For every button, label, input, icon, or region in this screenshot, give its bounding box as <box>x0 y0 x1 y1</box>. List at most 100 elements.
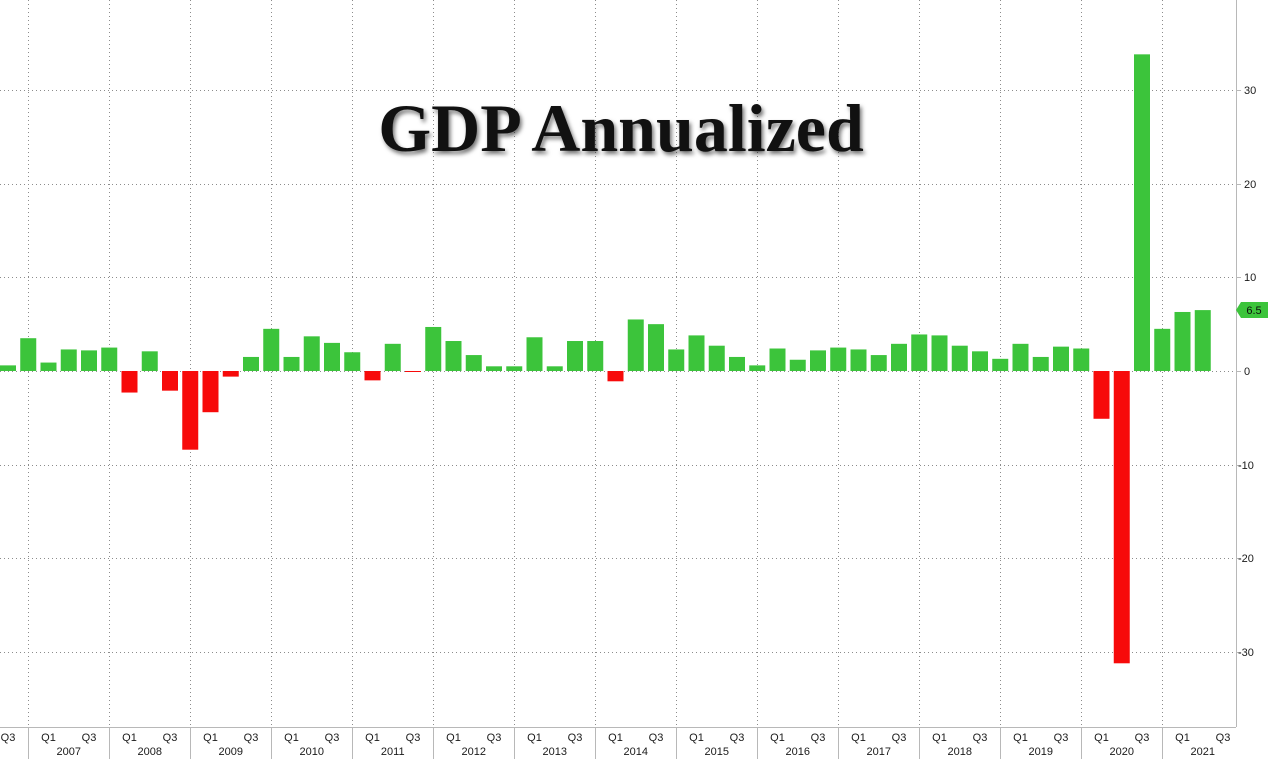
x-year-label: 2007 <box>57 746 81 758</box>
bar-2008-q4 <box>182 370 199 450</box>
x-tick-label: Q3 <box>244 732 259 744</box>
x-tick-label: Q1 <box>122 732 137 744</box>
bar-2014-q1 <box>607 370 624 382</box>
bar-2016-q1 <box>769 348 786 371</box>
bar-2008-q2 <box>141 351 158 371</box>
last-value-marker <box>1236 302 1268 318</box>
bar-2009-q4 <box>263 328 280 371</box>
bar-2020-q4 <box>1154 328 1171 371</box>
bar-2021-q2 <box>1194 310 1211 371</box>
x-year-label: 2015 <box>705 746 729 758</box>
x-tick-label: Q3 <box>1 732 16 744</box>
bar-2017-q4 <box>911 334 928 371</box>
x-tick-label: Q1 <box>689 732 704 744</box>
x-tick-label: Q3 <box>811 732 826 744</box>
bar-2020-q1 <box>1093 370 1110 419</box>
bar-2021-q1 <box>1174 311 1191 371</box>
bar-2007-q3 <box>81 350 97 371</box>
bar-2013-q3 <box>567 341 583 371</box>
y-tick-label: 20 <box>1244 179 1256 191</box>
bar-2018-q3 <box>972 351 988 371</box>
bar-2012-q1 <box>445 341 462 371</box>
x-year-label: 2017 <box>867 746 891 758</box>
y-tick-label: -30 <box>1238 647 1254 659</box>
x-tick-label: Q3 <box>82 732 97 744</box>
bar-2018-q1 <box>931 335 948 371</box>
bar-2017-q3 <box>891 343 907 371</box>
x-tick-label: Q3 <box>1216 732 1231 744</box>
bar-2019-q2 <box>1032 356 1049 371</box>
bar-2016-q3 <box>810 350 826 371</box>
x-tick-label: Q1 <box>608 732 623 744</box>
x-tick-label: Q1 <box>203 732 218 744</box>
x-tick-label: Q3 <box>973 732 988 744</box>
bar-2007-q4 <box>101 347 118 371</box>
y-tick-label: -10 <box>1238 460 1254 472</box>
bar-2014-q2 <box>627 319 644 371</box>
x-year-label: 2019 <box>1029 746 1053 758</box>
x-tick-label: Q1 <box>446 732 461 744</box>
bar-2011-q1 <box>364 370 381 381</box>
bar-2010-q2 <box>303 336 320 371</box>
x-year-label: 2008 <box>138 746 162 758</box>
x-tick-label: Q1 <box>365 732 380 744</box>
y-tick-label: 30 <box>1244 85 1256 97</box>
bar-2013-q4 <box>587 341 604 371</box>
bar-2011-q4 <box>425 326 442 371</box>
bar-2015-q2 <box>708 345 725 371</box>
bar-2011-q2 <box>384 343 401 371</box>
y-tick-label: -20 <box>1238 553 1254 565</box>
bar-2020-q3 <box>1134 54 1150 371</box>
x-tick-label: Q3 <box>1135 732 1150 744</box>
bar-2012-q2 <box>465 355 482 371</box>
bar-2015-q3 <box>729 356 745 371</box>
x-tick-label: Q1 <box>1094 732 1109 744</box>
bar-2008-q1 <box>121 370 138 393</box>
bar-2008-q3 <box>162 370 178 391</box>
x-year-label: 2020 <box>1110 746 1134 758</box>
x-tick-label: Q3 <box>406 732 421 744</box>
x-year-label: 2014 <box>624 746 648 758</box>
bar-2009-q1 <box>202 370 219 413</box>
x-tick-label: Q1 <box>770 732 785 744</box>
x-year-label: 2009 <box>219 746 243 758</box>
x-tick-label: Q1 <box>284 732 299 744</box>
x-year-label: 2013 <box>543 746 567 758</box>
x-tick-label: Q1 <box>932 732 947 744</box>
bar-2015-q4 <box>749 365 766 371</box>
bar-2010-q3 <box>324 342 340 371</box>
bar-2018-q4 <box>992 358 1009 371</box>
last-value-label: 6.5 <box>1246 305 1261 317</box>
x-year-label: 2018 <box>948 746 972 758</box>
bar-2012-q3 <box>486 366 502 371</box>
bar-2009-q3 <box>243 356 259 371</box>
x-year-label: 2021 <box>1191 746 1215 758</box>
x-year-label: 2010 <box>300 746 324 758</box>
bar-2007-q1 <box>40 362 57 371</box>
x-tick-label: Q3 <box>649 732 664 744</box>
bar-2013-q1 <box>526 337 543 371</box>
x-tick-label: Q3 <box>892 732 907 744</box>
x-year-label: 2012 <box>462 746 486 758</box>
x-year-label: 2016 <box>786 746 810 758</box>
bar-2017-q2 <box>870 355 887 371</box>
bar-2016-q4 <box>830 347 847 371</box>
x-tick-label: Q3 <box>487 732 502 744</box>
x-tick-label: Q1 <box>41 732 56 744</box>
x-tick-label: Q1 <box>1175 732 1190 744</box>
x-tick-label: Q3 <box>730 732 745 744</box>
bar-2019-q3 <box>1053 346 1069 371</box>
bar-2015-q1 <box>688 335 705 371</box>
x-year-label: 2011 <box>381 746 405 758</box>
bar-2019-q4 <box>1073 348 1090 371</box>
bar-2007-q2 <box>60 349 77 371</box>
bar-2011-q3 <box>405 370 421 372</box>
bar-2014-q3 <box>648 324 664 371</box>
x-tick-label: Q1 <box>1013 732 1028 744</box>
bar-2010-q1 <box>283 356 300 371</box>
x-tick-label: Q3 <box>325 732 340 744</box>
bars <box>0 54 1211 664</box>
chart-title: GDP Annualized <box>378 90 864 166</box>
